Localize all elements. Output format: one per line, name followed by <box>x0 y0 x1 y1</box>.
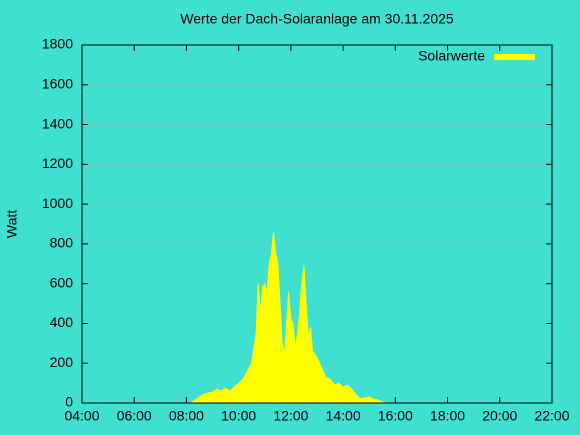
x-tick-label: 10:00 <box>221 408 256 424</box>
x-tick-label: 06:00 <box>117 408 152 424</box>
x-tick-label: 20:00 <box>482 408 517 424</box>
x-tick-label: 16:00 <box>378 408 413 424</box>
y-tick-label: 200 <box>50 354 74 370</box>
y-tick-label: 1600 <box>42 75 73 91</box>
y-tick-label: 1800 <box>42 36 73 52</box>
y-tick-label: 0 <box>65 394 73 410</box>
y-tick-label: 600 <box>50 274 74 290</box>
x-tick-label: 14:00 <box>326 408 361 424</box>
chart-title: Werte der Dach-Solaranlage am 30.11.2025 <box>180 11 454 27</box>
x-tick-label: 04:00 <box>64 408 99 424</box>
x-tick-label: 08:00 <box>169 408 204 424</box>
x-tick-label: 12:00 <box>273 408 308 424</box>
y-tick-label: 400 <box>50 314 74 330</box>
y-tick-label: 1400 <box>42 115 73 131</box>
legend-label: Solarwerte <box>418 48 485 64</box>
x-tick-label: 18:00 <box>430 408 465 424</box>
y-tick-label: 1000 <box>42 195 73 211</box>
area <box>189 232 387 404</box>
x-tick-label: 22:00 <box>534 408 569 424</box>
y-tick-label: 1200 <box>42 155 73 171</box>
plot-frame <box>81 44 553 404</box>
y-tick-label: 800 <box>50 235 74 251</box>
legend-swatch <box>494 54 535 60</box>
y-axis-label: Watt <box>4 210 20 238</box>
